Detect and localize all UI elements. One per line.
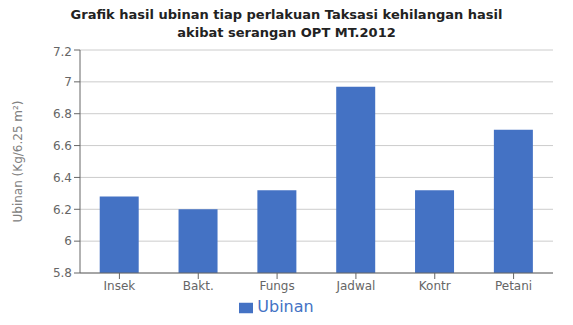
html-text:Grafik hasil ubinan tiap perla: Grafik hasil ubinan tiap perlakuan Taksa… bbox=[70, 7, 503, 22]
svg-text:6: 6 bbox=[64, 234, 72, 248]
svg-text:7: 7 bbox=[64, 75, 72, 89]
svg-text:5.8: 5.8 bbox=[53, 266, 72, 280]
svg-text:6.2: 6.2 bbox=[53, 203, 72, 217]
svg-text:7.2: 7.2 bbox=[53, 45, 72, 59]
svg-text:Petani: Petani bbox=[495, 279, 532, 293]
svg-text:6.4: 6.4 bbox=[53, 171, 72, 185]
svg-text:6.8: 6.8 bbox=[53, 107, 72, 121]
html-text:Ubinan: Ubinan bbox=[257, 297, 314, 316]
svg-text:6.6: 6.6 bbox=[53, 139, 72, 153]
svg-text:Insek: Insek bbox=[104, 279, 136, 293]
svg-text:Bakt.: Bakt. bbox=[183, 279, 214, 293]
svg-text:Jadwal: Jadwal bbox=[335, 279, 375, 293]
svg-text:Ubinan (Kg/6.25 m²): Ubinan (Kg/6.25 m²) bbox=[11, 100, 25, 222]
html-text:akibat serangan OPT MT.2012: akibat serangan OPT MT.2012 bbox=[177, 25, 396, 40]
svg-text:Fungs: Fungs bbox=[259, 279, 294, 293]
svg-text:Kontr: Kontr bbox=[419, 279, 451, 293]
